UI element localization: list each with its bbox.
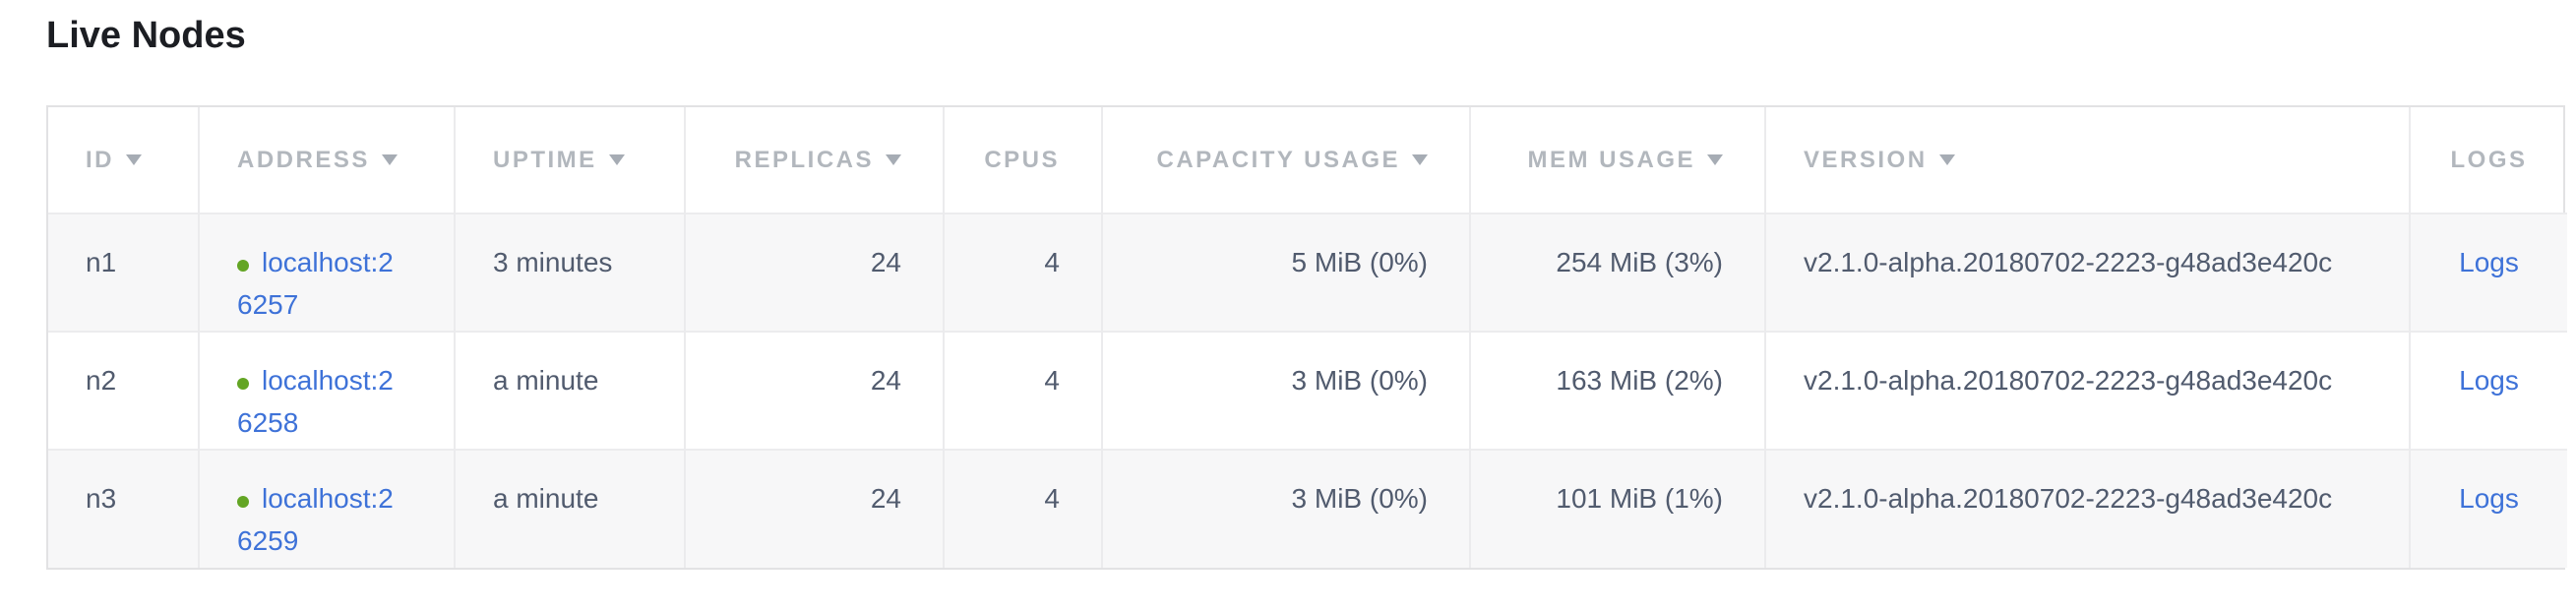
col-header-version[interactable]: VERSION: [1764, 107, 2410, 214]
address-link[interactable]: localhost:26259: [237, 483, 394, 556]
page-title: Live Nodes: [46, 15, 246, 56]
cell-logs: Logs: [2409, 213, 2567, 332]
node-status-icon: [237, 260, 249, 272]
table-row-n1: n1 localhost:26257 3 minutes 24 4 5 MiB …: [48, 213, 2567, 332]
cell-node-id: n3: [48, 449, 199, 568]
cell-uptime: 3 minutes: [454, 213, 685, 332]
col-header-replicas-label: REPLICAS: [734, 146, 874, 173]
cell-uptime: a minute: [454, 449, 685, 568]
cell-cpus: 4: [943, 213, 1102, 332]
cell-address: localhost:26259: [198, 449, 455, 568]
cell-replicas: 24: [684, 213, 944, 332]
cell-logs: Logs: [2409, 449, 2567, 568]
col-header-uptime[interactable]: UPTIME: [454, 107, 685, 214]
cell-node-id: n2: [48, 331, 199, 450]
cell-mem-usage: 101 MiB (1%): [1469, 449, 1765, 568]
col-header-replicas[interactable]: REPLICAS: [684, 107, 944, 214]
col-header-capacity-usage[interactable]: CAPACITY USAGE: [1101, 107, 1470, 214]
cell-cpus: 4: [943, 449, 1102, 568]
cell-capacity-usage: 5 MiB (0%): [1101, 213, 1470, 332]
live-nodes-table: ID ADDRESS UPTIME REPLICAS CPUS CAPACITY…: [48, 107, 2567, 568]
cell-address: localhost:26258: [198, 331, 455, 450]
col-header-id[interactable]: ID: [48, 107, 199, 214]
logs-link[interactable]: Logs: [2459, 247, 2519, 277]
address-link[interactable]: localhost:26258: [237, 365, 394, 438]
col-header-logs-label: LOGS: [2450, 146, 2528, 173]
cell-logs: Logs: [2409, 331, 2567, 450]
col-header-logs: LOGS: [2409, 107, 2567, 214]
cell-version: v2.1.0-alpha.20180702-2223-g48ad3e420c: [1764, 331, 2410, 450]
cell-version: v2.1.0-alpha.20180702-2223-g48ad3e420c: [1764, 449, 2410, 568]
sort-arrow-icon: [381, 153, 398, 165]
cell-address: localhost:26257: [198, 213, 455, 332]
sort-arrow-icon: [1412, 153, 1428, 165]
col-header-address[interactable]: ADDRESS: [198, 107, 455, 214]
table-row-n2: n2 localhost:26258 a minute 24 4 3 MiB (…: [48, 331, 2567, 450]
node-status-icon: [237, 378, 249, 390]
sort-arrow-icon: [608, 153, 625, 165]
sort-arrow-icon: [126, 153, 142, 165]
col-header-mem-usage-label: MEM USAGE: [1527, 146, 1695, 173]
col-header-mem-usage[interactable]: MEM USAGE: [1469, 107, 1765, 214]
sort-arrow-icon: [886, 153, 901, 165]
col-header-version-label: VERSION: [1804, 146, 1928, 173]
cell-version: v2.1.0-alpha.20180702-2223-g48ad3e420c: [1764, 213, 2410, 332]
col-header-capacity-usage-label: CAPACITY USAGE: [1156, 146, 1400, 173]
table-header-row: ID ADDRESS UPTIME REPLICAS CPUS CAPACITY…: [48, 107, 2567, 214]
cell-node-id: n1: [48, 213, 199, 332]
cell-cpus: 4: [943, 331, 1102, 450]
cell-capacity-usage: 3 MiB (0%): [1101, 449, 1470, 568]
cell-mem-usage: 254 MiB (3%): [1469, 213, 1765, 332]
col-header-address-label: ADDRESS: [237, 146, 370, 173]
col-header-id-label: ID: [86, 146, 114, 173]
sort-arrow-icon: [1707, 153, 1723, 165]
logs-link[interactable]: Logs: [2459, 365, 2519, 396]
col-header-cpus-label: CPUS: [984, 146, 1060, 173]
cell-replicas: 24: [684, 331, 944, 450]
cell-replicas: 24: [684, 449, 944, 568]
cell-mem-usage: 163 MiB (2%): [1469, 331, 1765, 450]
live-nodes-table-container: ID ADDRESS UPTIME REPLICAS CPUS CAPACITY…: [46, 105, 2567, 570]
node-status-icon: [237, 496, 249, 508]
sort-arrow-icon: [1938, 153, 1955, 165]
col-header-cpus: CPUS: [943, 107, 1102, 214]
live-nodes-page: Live Nodes ID ADDRESS UPTIME REPLICAS CP…: [46, 14, 2576, 570]
cell-uptime: a minute: [454, 331, 685, 450]
cell-capacity-usage: 3 MiB (0%): [1101, 331, 1470, 450]
col-header-uptime-label: UPTIME: [493, 146, 597, 173]
address-link[interactable]: localhost:26257: [237, 247, 394, 320]
logs-link[interactable]: Logs: [2459, 483, 2519, 514]
table-row-n3: n3 localhost:26259 a minute 24 4 3 MiB (…: [48, 449, 2567, 568]
